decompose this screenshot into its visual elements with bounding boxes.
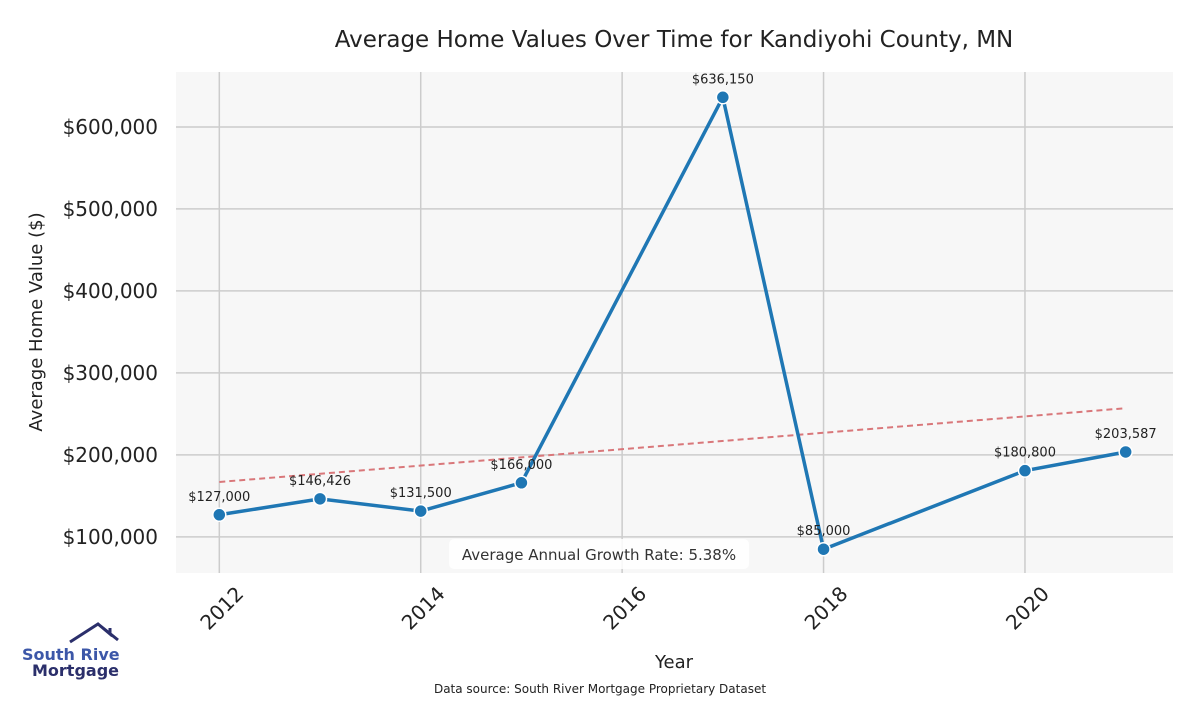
x-tick-label: 2014 (397, 582, 450, 635)
svg-text:Mortgage: Mortgage (32, 661, 119, 680)
y-tick-label: $600,000 (63, 115, 158, 139)
annotation-box (449, 539, 749, 569)
y-tick-label: $400,000 (63, 279, 158, 303)
data-point (715, 90, 731, 105)
data-point (816, 541, 831, 557)
data-label: $146,426 (289, 474, 351, 489)
y-tick-label: $100,000 (63, 525, 158, 549)
data-label: $166,000 (490, 458, 552, 473)
company-logo: South River Mortgage (22, 622, 120, 680)
series-line (219, 92, 1126, 552)
plot-area (176, 72, 1173, 573)
data-point (312, 491, 328, 507)
data-point (413, 503, 428, 519)
data-point (212, 507, 227, 523)
data-label: $180,800 (994, 446, 1056, 461)
data-point (1118, 444, 1133, 460)
data-label: $203,587 (1095, 427, 1157, 442)
data-label: $131,500 (390, 486, 452, 501)
chart-title: Average Home Values Over Time for Kandiy… (335, 27, 1014, 53)
house-roof-icon (69, 622, 119, 644)
x-axis-label: Year (654, 652, 694, 673)
data-point (1017, 463, 1033, 478)
svg-text:South River: South River (22, 645, 120, 664)
trend-line (219, 407, 1126, 483)
data-label: $127,000 (188, 490, 250, 505)
data-source: Data source: South River Mortgage Propri… (434, 682, 766, 696)
data-label: $85,000 (797, 524, 851, 539)
y-tick-label: $500,000 (63, 197, 158, 221)
y-tick-label: $200,000 (63, 443, 158, 467)
x-tick-label: 2018 (800, 582, 853, 635)
data-point (514, 475, 529, 491)
growth-rate-annotation: Average Annual Growth Rate: 5.38% (462, 546, 736, 564)
data-label: $636,150 (692, 72, 754, 87)
x-tick-label: 2012 (195, 582, 248, 635)
x-tick-label: 2020 (1001, 582, 1054, 635)
y-tick-label: $300,000 (63, 361, 158, 385)
x-tick-label: 2016 (598, 582, 651, 635)
y-axis-label: Average Home Value ($) (26, 212, 47, 431)
